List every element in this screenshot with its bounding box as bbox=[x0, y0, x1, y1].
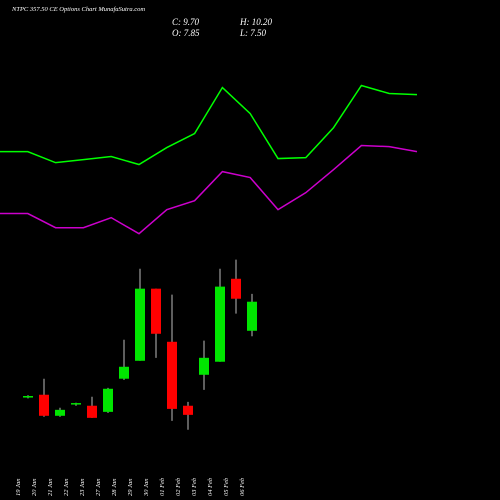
summary-close: C: 9.70 bbox=[172, 17, 200, 27]
x-tick-label: 02 Feb bbox=[175, 477, 182, 496]
indicator-line bbox=[0, 144, 418, 235]
x-tick-label: 29 Jan bbox=[127, 478, 134, 496]
candle-body bbox=[135, 288, 145, 361]
candle-body bbox=[247, 301, 257, 331]
x-tick-label: 28 Jan bbox=[111, 478, 118, 496]
summary-high: H: 10.20 bbox=[239, 17, 272, 27]
x-tick-label: 01 Feb bbox=[159, 477, 166, 496]
candle-body bbox=[55, 409, 65, 416]
candle-body bbox=[71, 403, 81, 405]
candle-body bbox=[119, 366, 129, 379]
candle-body bbox=[167, 341, 177, 409]
x-tick-label: 22 Jan bbox=[63, 478, 70, 496]
candle-body bbox=[183, 405, 193, 415]
x-tick-label: 23 Jan bbox=[79, 478, 86, 496]
candle-body bbox=[23, 396, 33, 398]
chart-title: NTPC 357.50 CE Options Chart MunafaSutra… bbox=[11, 6, 145, 13]
candle-body bbox=[39, 394, 49, 416]
candle-body bbox=[103, 388, 113, 412]
candle-body bbox=[199, 357, 209, 375]
x-tick-label: 21 Jan bbox=[47, 478, 54, 496]
x-tick-label: 03 Feb bbox=[191, 477, 198, 496]
candle-body bbox=[87, 405, 97, 418]
x-tick-label: 27 Jan bbox=[95, 478, 102, 496]
x-tick-label: 05 Feb bbox=[223, 477, 230, 496]
candle-body bbox=[151, 288, 161, 334]
candle-body bbox=[215, 286, 225, 362]
x-tick-label: 04 Feb bbox=[207, 477, 214, 496]
summary-low: L: 7.50 bbox=[239, 28, 267, 38]
candle-body bbox=[231, 278, 241, 299]
x-tick-label: 30 Jan bbox=[143, 478, 150, 497]
x-tick-label: 20 Jan bbox=[31, 478, 38, 496]
x-tick-label: 19 Jan bbox=[15, 478, 22, 496]
indicator-line bbox=[0, 84, 418, 166]
x-tick-label: 06 Feb bbox=[239, 477, 246, 496]
summary-open: O: 7.85 bbox=[172, 28, 200, 38]
